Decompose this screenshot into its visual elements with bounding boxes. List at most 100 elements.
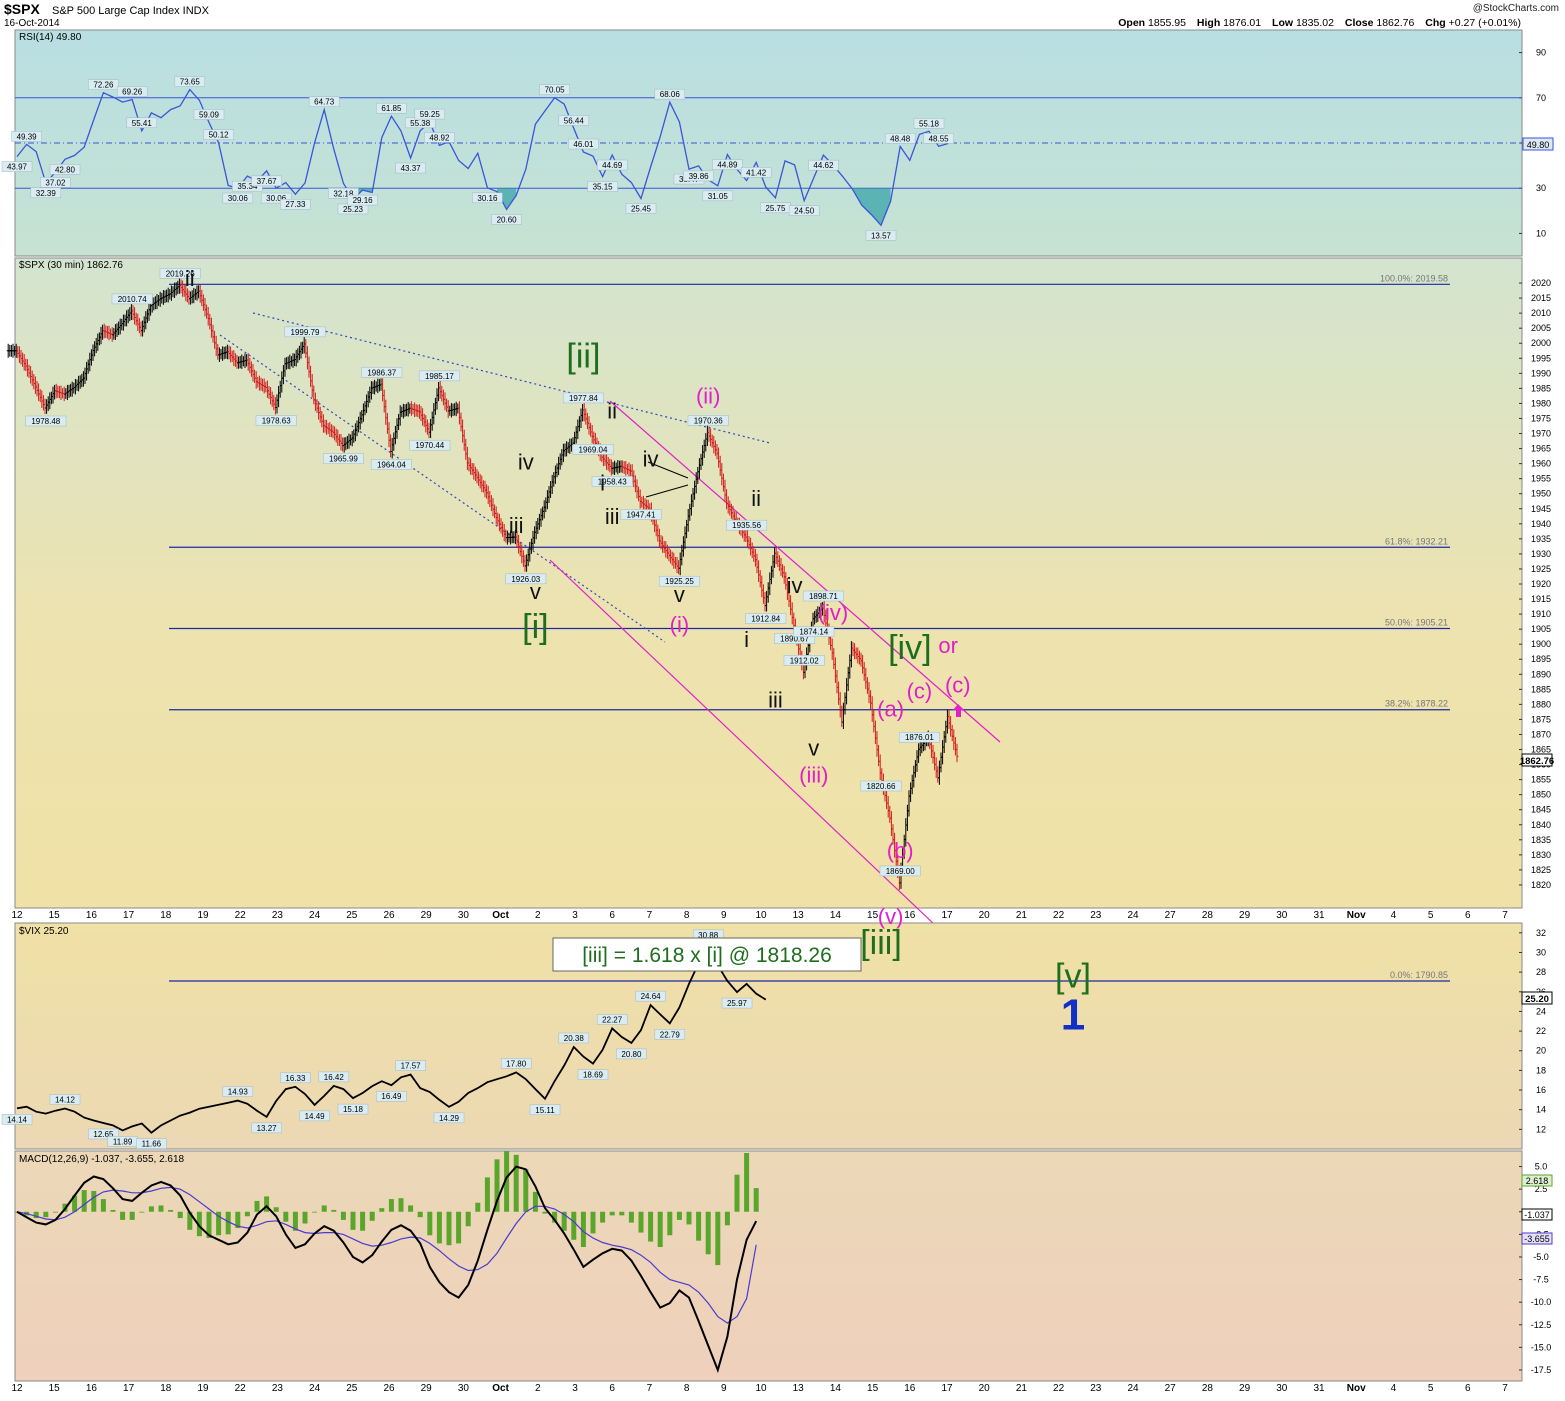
price-y-tick-label-17: 1935 — [1531, 534, 1551, 544]
macd-histogram-bar — [321, 1205, 327, 1212]
price-value-label: 2019.26 — [166, 269, 195, 278]
price-value-label: 1912.84 — [751, 615, 780, 624]
open-value: 1855.95 — [1148, 17, 1186, 29]
price-value-label: 1820.66 — [867, 782, 896, 791]
vix-y-tick-label-5: 22 — [1536, 1026, 1546, 1036]
price-current-tag: 1862.76 — [1520, 753, 1554, 767]
vix-value-label-box — [529, 1104, 561, 1116]
change-label: Chg — [1425, 17, 1446, 29]
price-x-label-35: 31 — [1313, 910, 1325, 921]
wave-label-6: i — [600, 471, 605, 496]
rsi-value-label: 24.50 — [794, 207, 815, 216]
macd-histogram-bar — [177, 1211, 183, 1219]
fib-label-0: 100.0%: 2019.58 — [1380, 273, 1448, 283]
macd-histogram-bar — [648, 1211, 654, 1242]
price-y-tick-label-29: 1875 — [1531, 714, 1551, 724]
rsi-value-label: 39.86 — [689, 172, 710, 181]
rsi-value-label: 68.06 — [660, 90, 681, 99]
price-y-axis: 2020 2015 2010 2005 2000 1995 1990 1985 1980 1975… — [1519, 278, 1551, 890]
wave-label-7: iii — [605, 504, 620, 529]
macd-histogram-bar — [600, 1211, 606, 1223]
price-y-tick-label-20: 1920 — [1531, 579, 1551, 589]
wave-label-21: (a) — [877, 696, 904, 721]
high-label: High — [1196, 17, 1221, 29]
macd-histogram-bar — [427, 1211, 433, 1236]
rsi-value-label-box — [40, 177, 71, 188]
rsi-value-label: 55.38 — [410, 119, 431, 128]
rsi-value-label-box — [280, 198, 311, 210]
macd-y-tick-label-0: 5.0 — [1535, 1162, 1548, 1172]
price-value-label: 1977.84 — [569, 394, 598, 403]
price-value-label-box — [409, 439, 451, 451]
price-y-tick-label-8: 1980 — [1531, 398, 1551, 408]
macd-histogram-bar — [100, 1199, 106, 1212]
price-y-tick-label-1: 2015 — [1531, 293, 1551, 303]
rsi-value-label: 20.60 — [497, 215, 518, 224]
price-y-tick-label-24: 1900 — [1531, 639, 1551, 649]
vix-value-label-box — [558, 1032, 590, 1044]
wave-label-5: iv — [643, 447, 659, 472]
vix-value-label-box — [433, 1112, 465, 1124]
ohlc-readout: Open 1855.95 High 1876.01 Low 1835.02 Cl… — [1110, 17, 1521, 29]
rsi-value-label: 25.23 — [343, 205, 364, 214]
price-value-label: 1965.99 — [329, 455, 358, 464]
rsi-panel: 9070503010 43.9749.3932.3937.0242.8072.2… — [1, 29, 1554, 257]
price-y-tick-label-3: 2005 — [1531, 323, 1551, 333]
price-value-label-box — [572, 444, 614, 455]
wave-label-27: [iii] — [860, 924, 902, 962]
vix-value-label-box — [395, 1060, 426, 1071]
macd-histogram-bar — [417, 1211, 423, 1218]
wave-label-29: 1 — [1061, 990, 1085, 1039]
price-value-label-box — [745, 613, 787, 624]
wave-label-16: i — [744, 627, 749, 652]
price-value-label-box — [255, 415, 297, 426]
rsi-title: RSI(14) 49.80 — [19, 32, 82, 43]
price-value-label-box — [418, 370, 460, 382]
price-value-label: 1925.25 — [665, 577, 694, 586]
price-x-label-1: 15 — [49, 910, 61, 921]
macd-histogram-bar — [705, 1211, 711, 1255]
price-x-label-18: 8 — [684, 910, 690, 921]
rsi-y-tick-label-1: 70 — [1536, 93, 1546, 103]
rsi-value-label: 64.73 — [314, 98, 335, 107]
macd-x-label-25: 17 — [941, 1383, 953, 1394]
macd-histogram-bar — [292, 1211, 298, 1231]
price-x-label-28: 22 — [1053, 910, 1065, 921]
wave-label-18: or — [938, 633, 958, 658]
fib-label-1: 61.8%: 1932.21 — [1385, 536, 1448, 546]
rsi-value-label: 35.34 — [237, 182, 258, 191]
macd-x-label-11: 29 — [421, 1383, 433, 1394]
vix-current-tag: 25.20 — [1521, 991, 1553, 1005]
price-x-label-32: 28 — [1202, 910, 1214, 921]
vix-value-label-box — [280, 1072, 311, 1084]
wave-label-20: (c) — [907, 678, 933, 703]
price-value-label: 1970.36 — [694, 416, 723, 425]
price-x-label-14: 2 — [535, 910, 541, 921]
wave-label-25: (b) — [887, 838, 914, 863]
macd-histogram-bar — [523, 1169, 529, 1212]
price-y-tick-label-25: 1895 — [1531, 654, 1551, 664]
price-x-label-23: 15 — [867, 910, 879, 921]
rsi-value-label: 69.26 — [122, 87, 143, 96]
price-y-tick-label-39: 1825 — [1531, 865, 1551, 875]
price-value-label: 1985.17 — [425, 372, 454, 381]
wave-label-17: [iv] — [888, 629, 931, 667]
price-value-label-box — [361, 367, 403, 378]
price-x-label-9: 25 — [346, 910, 358, 921]
price-x-label-0: 12 — [11, 910, 23, 921]
price-value-label-box — [591, 476, 633, 487]
rsi-value-label-box — [88, 79, 119, 90]
price-value-label: 1964.04 — [377, 460, 406, 469]
price-x-label-25: 17 — [941, 910, 953, 921]
rsi-value-label: 43.37 — [401, 164, 422, 173]
macd-histogram-bar — [196, 1211, 202, 1237]
price-y-tick-label-11: 1965 — [1531, 444, 1551, 454]
price-y-tick-label-6: 1990 — [1531, 368, 1551, 378]
price-panel: 2020201520102005200019951990198519801975… — [6, 257, 1554, 926]
macd-x-label-23: 15 — [867, 1383, 879, 1394]
price-y-tick-label-0: 2020 — [1531, 278, 1551, 288]
vix-y-tick-label-0: 32 — [1536, 928, 1546, 938]
